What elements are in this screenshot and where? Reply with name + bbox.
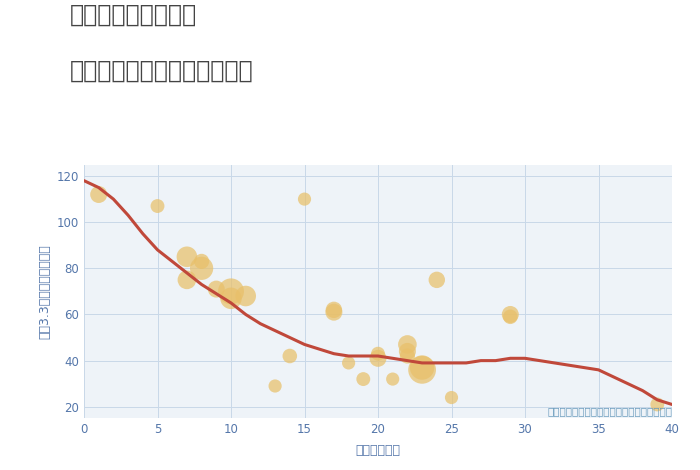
- Text: 円の大きさは、取引のあった物件面積を示す: 円の大きさは、取引のあった物件面積を示す: [547, 406, 672, 416]
- Point: [402, 348, 413, 355]
- X-axis label: 築年数（年）: 築年数（年）: [356, 445, 400, 457]
- Point: [416, 364, 428, 371]
- Point: [372, 350, 384, 358]
- Point: [402, 352, 413, 360]
- Point: [181, 276, 193, 283]
- Point: [416, 366, 428, 374]
- Point: [93, 191, 104, 198]
- Point: [372, 354, 384, 362]
- Point: [270, 382, 281, 390]
- Point: [431, 276, 442, 283]
- Point: [211, 285, 222, 293]
- Point: [505, 311, 516, 318]
- Point: [284, 352, 295, 360]
- Point: [240, 292, 251, 300]
- Point: [328, 308, 339, 316]
- Point: [652, 401, 663, 408]
- Text: 兵庫県姫路市町田の: 兵庫県姫路市町田の: [70, 2, 197, 26]
- Point: [225, 288, 237, 295]
- Point: [196, 258, 207, 265]
- Point: [387, 376, 398, 383]
- Point: [196, 265, 207, 272]
- Point: [402, 341, 413, 348]
- Point: [505, 313, 516, 321]
- Point: [343, 359, 354, 367]
- Point: [152, 202, 163, 210]
- Point: [299, 196, 310, 203]
- Text: 築年数別中古マンション価格: 築年数別中古マンション価格: [70, 59, 253, 83]
- Point: [446, 394, 457, 401]
- Y-axis label: 坪（3.3㎡）単価（万円）: 坪（3.3㎡）単価（万円）: [38, 244, 51, 339]
- Point: [181, 253, 193, 260]
- Point: [328, 306, 339, 313]
- Point: [225, 295, 237, 302]
- Point: [358, 376, 369, 383]
